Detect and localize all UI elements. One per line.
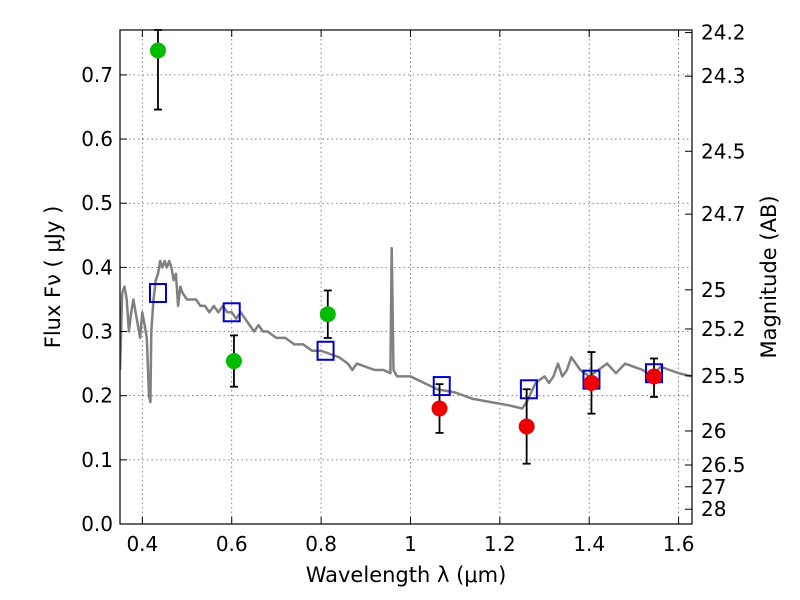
plot-frame <box>119 29 693 525</box>
x-tick-label: 1.4 <box>573 532 605 556</box>
model-square <box>519 379 538 400</box>
y2-tick-label: 25.5 <box>701 364 746 388</box>
x-tick-label: 1 <box>404 532 417 556</box>
x-axis: 0.4 0.6 0.8 1 1.2 1.4 1.6 <box>126 30 695 556</box>
photometry-point <box>646 368 663 385</box>
y2-tick-label: 28 <box>701 497 726 521</box>
y-tick-label: 0.4 <box>81 255 113 279</box>
spectrum-line <box>120 246 692 410</box>
y-tick-label: 0.0 <box>81 512 113 536</box>
model-square <box>432 376 451 397</box>
x-tick-label: 0.8 <box>305 532 337 556</box>
model-square <box>148 283 167 304</box>
photometry-point <box>149 42 166 59</box>
y2-tick-label: 26 <box>701 419 726 443</box>
y-tick-label: 0.6 <box>81 127 113 151</box>
y-tick-label: 0.1 <box>81 448 113 472</box>
y2-tick-label: 25.2 <box>701 317 746 341</box>
y2-tick-label: 27 <box>701 475 726 499</box>
x-tick-label: 0.6 <box>216 532 248 556</box>
x-axis-title: Wavelength λ (μm) <box>306 563 507 587</box>
y2-tick-label: 26.5 <box>701 453 746 477</box>
y-tick-label: 0.7 <box>81 63 113 87</box>
y-axis: 0.0 0.1 0.2 0.3 0.4 0.5 0.6 0.7 <box>81 63 127 536</box>
y2-tick-label: 24.3 <box>701 64 746 88</box>
photometry-point <box>518 418 535 435</box>
y2-axis-title: Magnitude (AB) <box>757 195 781 358</box>
y-tick-label: 0.5 <box>81 191 113 215</box>
photometry-point <box>225 353 242 370</box>
x-tick-label: 1.6 <box>663 532 695 556</box>
y2-tick-label: 25 <box>701 278 726 302</box>
model-square <box>222 302 241 323</box>
photometry-point <box>319 306 336 323</box>
y-tick-label: 0.3 <box>81 320 113 344</box>
y-axis-title: Flux Fν ( μJy ) <box>41 206 65 349</box>
model-square <box>316 340 335 361</box>
x-tick-label: 0.4 <box>126 532 158 556</box>
photometry-point <box>431 400 448 417</box>
x-tick-label: 1.2 <box>484 532 516 556</box>
y2-tick-label: 24.7 <box>701 202 746 226</box>
photometry-point <box>583 374 600 391</box>
y2-tick-label: 24.5 <box>701 139 746 163</box>
plot-area <box>120 29 692 465</box>
y-tick-label: 0.2 <box>81 384 113 408</box>
y2-tick-label: 24.2 <box>701 21 746 45</box>
